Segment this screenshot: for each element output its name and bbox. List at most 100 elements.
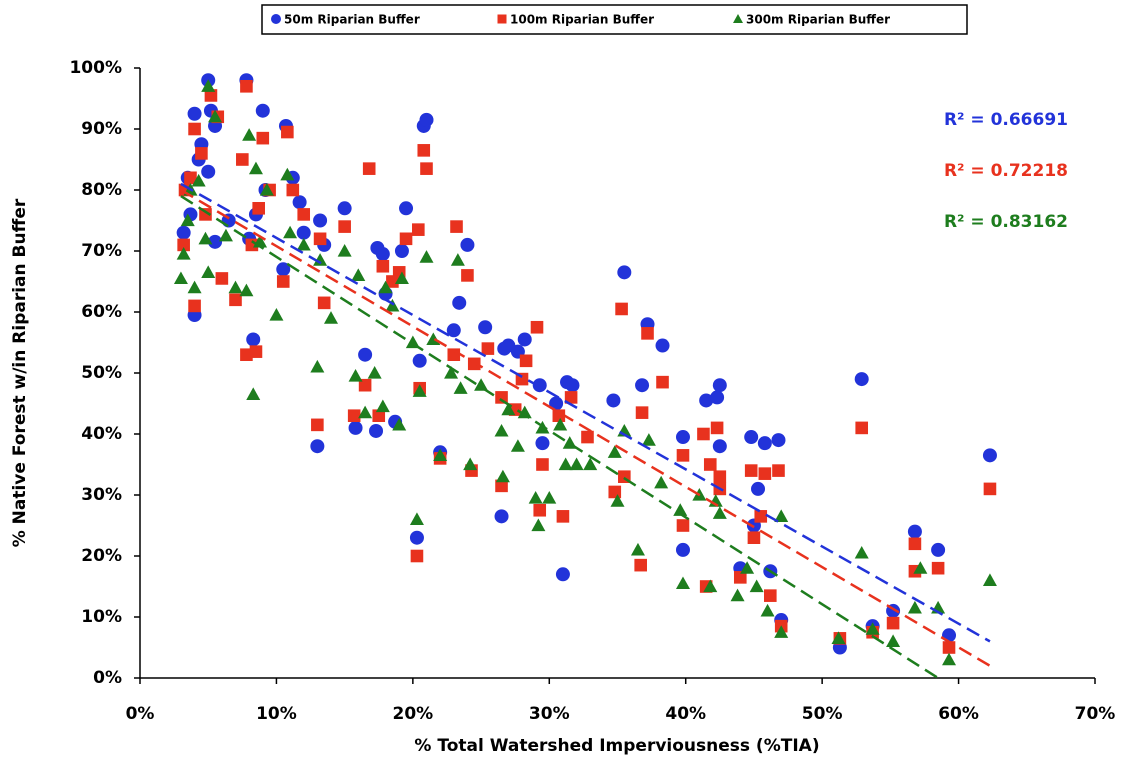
- point: [549, 396, 564, 411]
- point: [419, 112, 434, 127]
- x-tick-label: 60%: [938, 704, 979, 724]
- point: [419, 250, 434, 263]
- point: [239, 283, 254, 297]
- y-axis-title: % Native Forest w/in Riparian Buffer: [10, 198, 30, 547]
- point: [774, 625, 789, 638]
- point: [195, 147, 208, 160]
- point: [446, 323, 461, 338]
- point: [324, 311, 338, 324]
- point: [478, 320, 493, 335]
- point: [634, 558, 647, 572]
- r-squared: R² = 0.72218: [944, 161, 1068, 181]
- point: [280, 167, 295, 181]
- point: [552, 409, 566, 422]
- point: [375, 247, 390, 262]
- point: [581, 430, 594, 444]
- point: [713, 470, 727, 483]
- point: [771, 433, 786, 448]
- point: [854, 545, 869, 559]
- point: [931, 542, 946, 557]
- y-tick-label: 90%: [81, 119, 122, 139]
- point: [760, 603, 775, 617]
- point: [394, 271, 409, 285]
- point: [608, 485, 622, 499]
- x-tick-label: 20%: [393, 704, 434, 724]
- point: [676, 519, 690, 532]
- point: [188, 299, 201, 313]
- y-tick-label: 100%: [69, 58, 122, 78]
- point: [348, 369, 363, 382]
- point: [201, 164, 216, 179]
- point: [215, 272, 229, 285]
- point: [641, 327, 654, 340]
- point: [337, 201, 352, 216]
- point: [517, 405, 532, 419]
- point: [184, 171, 197, 185]
- x-tick-label: 0%: [126, 704, 155, 724]
- point: [246, 387, 261, 400]
- point: [757, 436, 772, 451]
- point: [754, 510, 768, 523]
- point: [399, 232, 413, 246]
- point: [942, 652, 957, 666]
- point: [758, 467, 772, 480]
- point: [198, 231, 213, 245]
- point: [246, 332, 261, 347]
- point: [481, 342, 495, 355]
- point: [747, 531, 761, 544]
- point: [201, 79, 216, 92]
- y-tick-label: 80%: [81, 180, 122, 200]
- point: [351, 268, 366, 281]
- trendline: [180, 195, 939, 680]
- point: [772, 464, 785, 477]
- point: [297, 208, 311, 221]
- point: [433, 448, 448, 461]
- point: [337, 244, 352, 257]
- legend-label: 300m Riparian Buffer: [746, 13, 890, 27]
- point: [252, 202, 265, 215]
- point: [176, 247, 191, 260]
- point: [452, 295, 467, 310]
- point: [338, 220, 351, 233]
- point: [367, 366, 382, 379]
- point: [656, 375, 669, 389]
- point: [409, 512, 424, 525]
- point: [654, 475, 669, 489]
- legend-label: 100m Riparian Buffer: [510, 13, 654, 27]
- point: [240, 348, 253, 361]
- point: [831, 631, 846, 644]
- point: [450, 220, 463, 233]
- point: [931, 561, 945, 575]
- point: [555, 567, 570, 582]
- point: [983, 482, 997, 496]
- y-tick-label: 70%: [81, 241, 122, 261]
- point: [255, 103, 270, 118]
- point: [907, 600, 922, 614]
- legend-label: 50m Riparian Buffer: [284, 13, 420, 27]
- point: [495, 469, 510, 483]
- point: [176, 225, 191, 240]
- point: [528, 491, 543, 504]
- point: [510, 439, 525, 452]
- point: [358, 405, 373, 419]
- point: [236, 153, 249, 166]
- point: [180, 213, 195, 227]
- point: [417, 144, 431, 157]
- point: [399, 201, 414, 216]
- point: [542, 491, 557, 504]
- y-tick-label: 10%: [81, 607, 122, 627]
- point: [982, 448, 997, 463]
- point: [907, 524, 922, 539]
- point: [191, 173, 206, 187]
- point: [409, 530, 424, 545]
- point: [583, 457, 598, 471]
- point: [392, 417, 407, 431]
- point: [751, 481, 766, 496]
- trendline: [180, 188, 991, 667]
- legend-marker: [733, 14, 743, 23]
- legend-marker: [271, 14, 281, 24]
- point: [372, 409, 386, 422]
- point: [635, 378, 650, 393]
- point: [703, 579, 718, 593]
